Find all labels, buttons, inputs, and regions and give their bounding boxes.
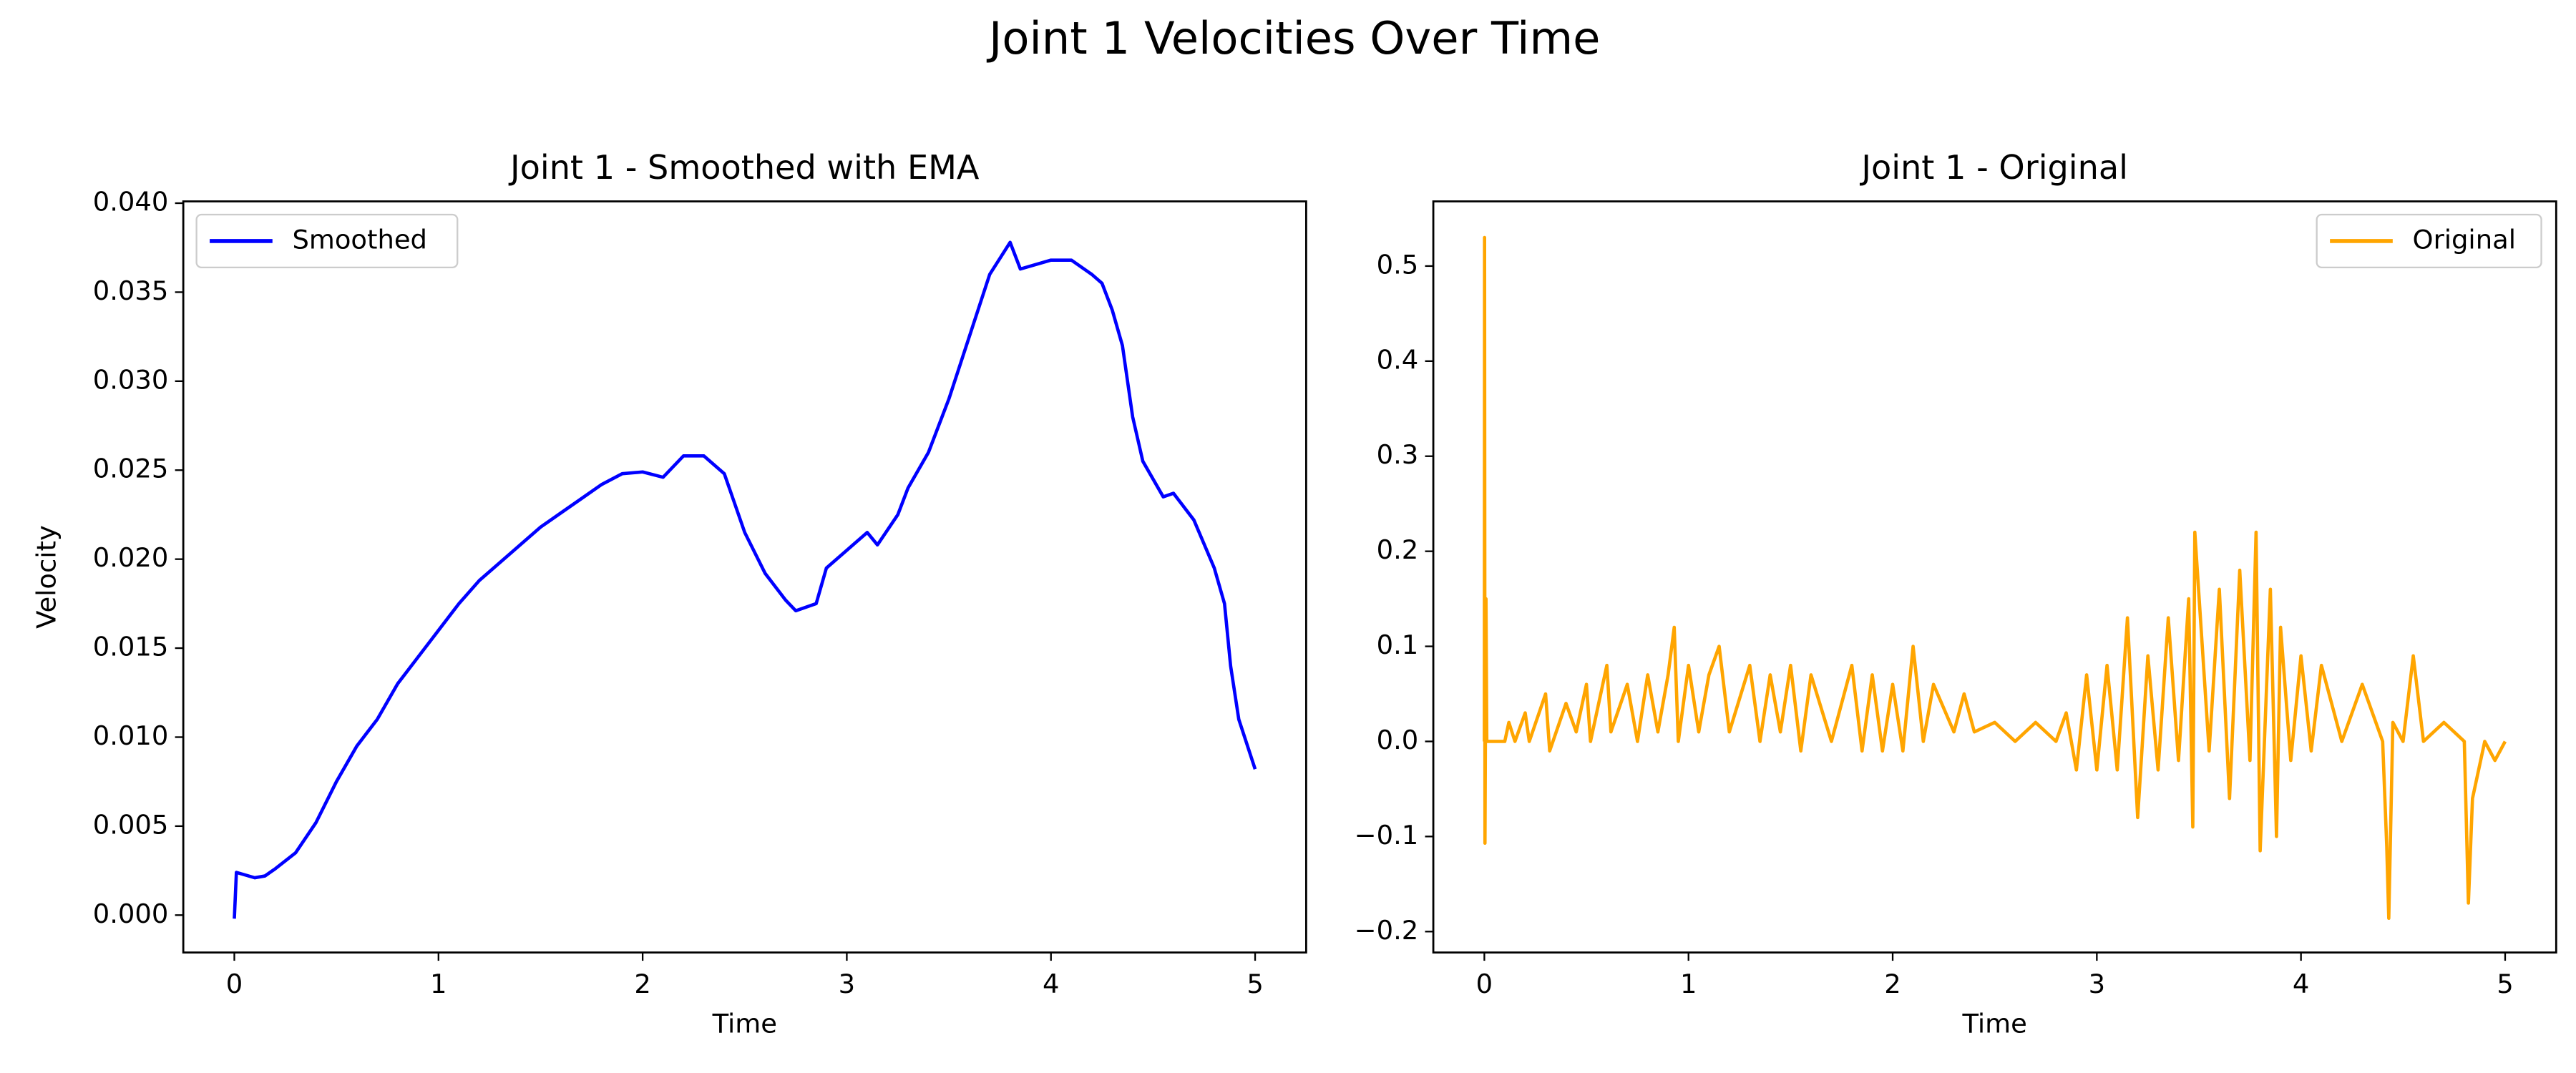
data-line — [233, 240, 1257, 919]
y-tick-label: 0.025 — [93, 454, 169, 484]
x-tick-label: 1 — [1680, 969, 1697, 999]
legend-box — [195, 213, 459, 268]
x-tick-label: 4 — [2293, 969, 2309, 999]
x-tick-label: 4 — [1043, 969, 1059, 999]
y-tick-label: 0.5 — [1377, 249, 1419, 280]
y-axis-label: Velocity — [31, 525, 62, 629]
x-tick-label: 3 — [2089, 969, 2105, 999]
figure-title: Joint 1 Velocities Over Time — [986, 12, 1600, 64]
y-tick-label: 0.005 — [93, 809, 169, 840]
x-tick-label: 1 — [430, 969, 447, 999]
x-tick-label: 3 — [839, 969, 855, 999]
y-tick-label: −0.2 — [1355, 915, 1419, 946]
x-tick-label: 0 — [1476, 969, 1493, 999]
x-tick-label: 2 — [1884, 969, 1901, 999]
y-tick-label: −0.1 — [1355, 820, 1419, 851]
y-tick-label: 0.035 — [93, 275, 169, 306]
y-tick-label: 0.000 — [93, 898, 169, 929]
x-tick-label: 5 — [1246, 969, 1263, 999]
y-tick-label: 0.015 — [93, 632, 169, 662]
y-tick-label: 0.2 — [1377, 534, 1419, 565]
x-tick-label: 0 — [226, 969, 243, 999]
y-tick-label: 0.4 — [1377, 344, 1419, 375]
y-tick-label: 0.1 — [1377, 629, 1419, 660]
y-tick-label: 0.020 — [93, 542, 169, 573]
legend-label: Smoothed — [292, 224, 427, 255]
axes-title: Joint 1 - Smoothed with EMA — [508, 148, 980, 187]
x-axis-label: Time — [1962, 1009, 2027, 1039]
x-tick-label: 5 — [2497, 969, 2513, 999]
y-tick-label: 0.030 — [93, 364, 169, 395]
legend-label: Original — [2413, 224, 2516, 255]
y-tick-label: 0.3 — [1377, 439, 1419, 470]
y-tick-label: 0.040 — [93, 187, 169, 217]
x-axis-label: Time — [712, 1009, 777, 1039]
data-line — [1483, 235, 2507, 921]
axes-frame — [182, 200, 1307, 954]
x-tick-label: 2 — [634, 969, 650, 999]
axes-title: Joint 1 - Original — [1859, 148, 2128, 187]
y-tick-label: 0.010 — [93, 720, 169, 751]
axes-frame — [1432, 200, 2557, 954]
legend-box — [2316, 213, 2542, 268]
y-tick-label: 0.0 — [1377, 725, 1419, 755]
